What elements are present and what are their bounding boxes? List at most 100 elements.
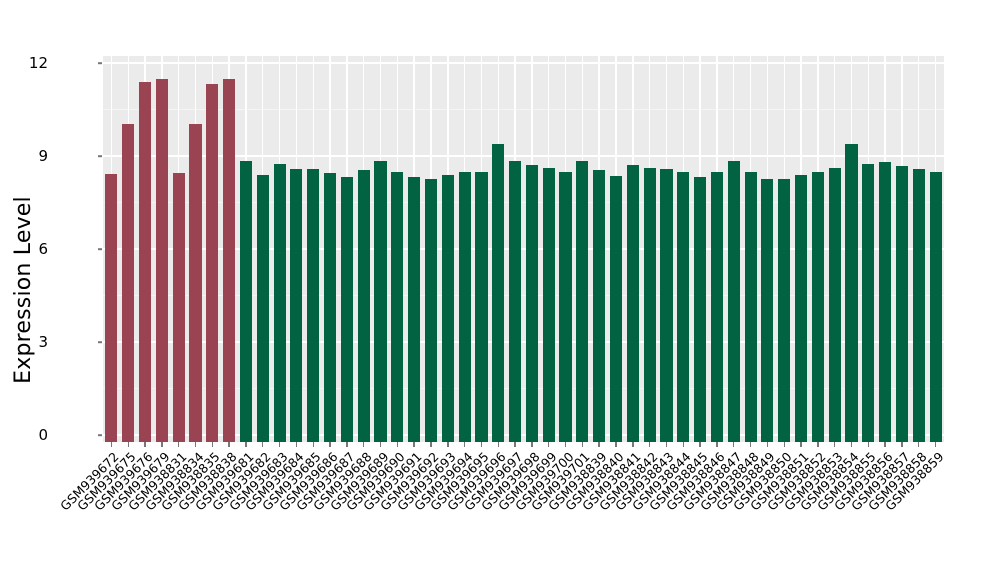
bar[interactable] <box>206 83 219 442</box>
bar[interactable] <box>559 171 572 442</box>
x-tick-mark <box>615 442 617 447</box>
bar[interactable] <box>441 174 454 442</box>
bar[interactable] <box>778 178 791 442</box>
bar[interactable] <box>374 160 387 442</box>
plot-panel <box>103 56 944 442</box>
bar[interactable] <box>694 176 707 442</box>
x-tick-mark <box>245 442 247 447</box>
bar[interactable] <box>794 174 808 442</box>
x-tick-mark <box>548 442 550 447</box>
bar[interactable] <box>105 173 118 442</box>
x-tick-mark <box>447 442 449 447</box>
bar[interactable] <box>307 169 320 442</box>
bar[interactable] <box>172 173 185 442</box>
bar[interactable] <box>458 172 471 442</box>
bar[interactable] <box>828 168 841 442</box>
bar[interactable] <box>576 160 589 442</box>
x-tick-mark <box>144 442 146 447</box>
x-tick-mark <box>497 442 499 447</box>
bar[interactable] <box>761 179 774 442</box>
bar[interactable] <box>542 167 555 442</box>
x-tick-mark <box>766 442 769 447</box>
x-tick-mark <box>648 442 651 447</box>
y-tick-mark <box>98 155 102 157</box>
x-tick-mark <box>278 442 281 447</box>
bar[interactable] <box>845 143 858 442</box>
bar[interactable] <box>609 176 623 442</box>
bar[interactable] <box>223 78 236 442</box>
gridline-major <box>103 62 944 64</box>
bar[interactable] <box>189 124 202 442</box>
x-tick-mark <box>430 442 432 447</box>
bar[interactable] <box>138 82 152 442</box>
x-tick-mark <box>480 442 483 447</box>
bar[interactable] <box>879 162 892 442</box>
x-tick-mark <box>867 442 869 447</box>
x-tick-mark <box>194 442 197 447</box>
bar[interactable] <box>912 168 925 442</box>
bar[interactable] <box>357 169 370 442</box>
bar[interactable] <box>744 171 757 442</box>
x-tick-mark <box>581 442 584 447</box>
bar[interactable] <box>929 172 942 442</box>
y-tick-label: 9 <box>38 147 48 165</box>
bar[interactable] <box>475 171 488 442</box>
x-tick-mark <box>396 442 399 447</box>
bar[interactable] <box>895 166 908 442</box>
x-tick-mark <box>901 442 903 447</box>
bar[interactable] <box>239 160 253 442</box>
bar[interactable] <box>525 164 538 442</box>
x-tick-mark <box>127 442 129 447</box>
x-tick-mark <box>329 442 331 447</box>
bar[interactable] <box>710 171 723 442</box>
x-tick-mark <box>211 442 214 447</box>
bar[interactable] <box>677 172 690 442</box>
bar[interactable] <box>290 169 303 442</box>
gridline-minor <box>103 109 944 110</box>
x-tick-mark <box>312 442 314 447</box>
x-tick-mark <box>833 442 836 447</box>
bar[interactable] <box>626 165 639 442</box>
y-tick-label: 3 <box>38 333 48 351</box>
bar[interactable] <box>391 171 404 442</box>
bar[interactable] <box>424 178 438 442</box>
x-tick-mark <box>463 442 466 447</box>
x-tick-mark <box>363 442 365 447</box>
x-tick-mark <box>850 442 853 447</box>
x-tick-mark <box>228 442 230 447</box>
x-tick-mark <box>749 442 752 447</box>
bar[interactable] <box>408 176 421 442</box>
x-tick-mark <box>295 442 298 447</box>
bar[interactable] <box>862 163 875 442</box>
bar[interactable] <box>593 169 606 442</box>
gridline-major <box>103 341 944 343</box>
y-tick-mark <box>98 62 102 64</box>
x-tick-mark <box>716 442 718 447</box>
bar[interactable] <box>811 172 824 442</box>
x-tick-mark <box>632 442 634 447</box>
y-tick-mark <box>98 248 102 250</box>
x-tick-mark <box>800 442 802 447</box>
bar[interactable] <box>122 124 135 442</box>
bar[interactable] <box>155 78 168 442</box>
bar[interactable] <box>660 169 673 442</box>
bar[interactable] <box>340 176 353 442</box>
bar[interactable] <box>324 172 337 442</box>
bar[interactable] <box>492 143 505 442</box>
gridline-minor <box>103 295 944 296</box>
gridline-minor <box>103 388 944 389</box>
gridline-minor <box>103 202 944 203</box>
bar[interactable] <box>273 163 286 442</box>
x-tick-mark <box>699 442 701 447</box>
bar[interactable] <box>256 175 269 442</box>
bar[interactable] <box>509 161 522 442</box>
x-tick-mark <box>733 442 735 447</box>
x-tick-mark <box>379 442 382 447</box>
y-tick-mark <box>98 434 102 436</box>
bar[interactable] <box>643 168 656 442</box>
x-tick-mark <box>884 442 886 447</box>
y-tick-label: 6 <box>38 240 48 258</box>
bar[interactable] <box>727 160 740 442</box>
gridline-major <box>103 155 944 157</box>
